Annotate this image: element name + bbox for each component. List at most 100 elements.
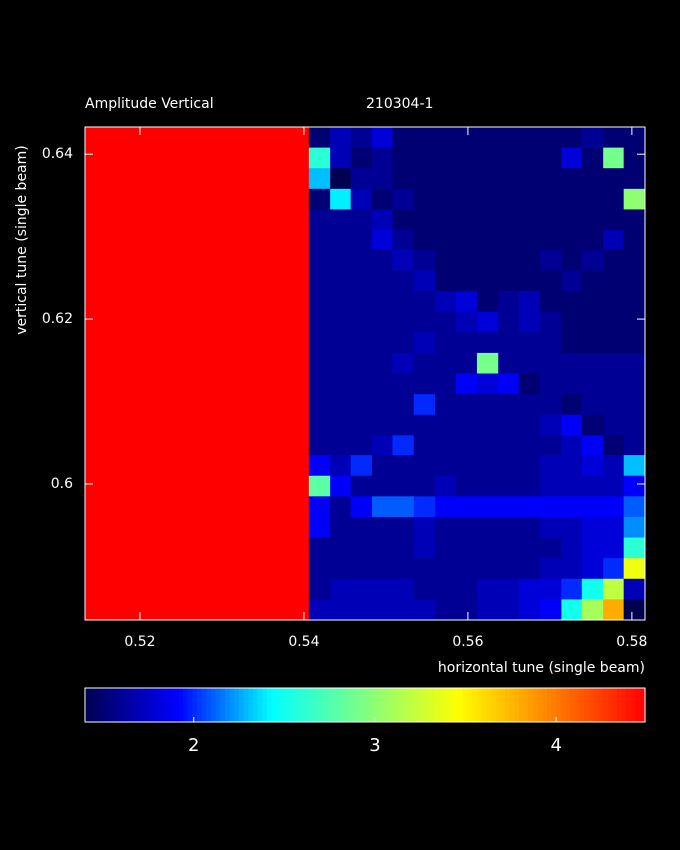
cell xyxy=(498,332,520,354)
cell xyxy=(476,537,499,559)
cell xyxy=(498,496,520,518)
x-tick-label: 0.52 xyxy=(124,634,155,650)
cell xyxy=(498,127,520,149)
colorbar-swatch xyxy=(341,688,347,722)
colorbar-swatch xyxy=(313,688,319,722)
cell xyxy=(330,496,352,518)
cell xyxy=(435,270,457,292)
cell xyxy=(581,578,604,600)
cell xyxy=(330,558,352,580)
cell xyxy=(561,373,583,395)
cell xyxy=(350,516,373,539)
cell xyxy=(455,311,478,333)
cell xyxy=(623,209,646,231)
colorbar-swatch xyxy=(514,688,520,722)
cell xyxy=(308,435,331,456)
cell xyxy=(435,516,457,539)
cell xyxy=(371,496,393,518)
cell xyxy=(603,496,625,518)
colorbar-swatch xyxy=(449,688,455,722)
cell xyxy=(435,147,457,169)
cell xyxy=(561,352,583,374)
cell xyxy=(435,188,457,210)
cell xyxy=(330,475,352,497)
cell xyxy=(392,270,415,292)
cell xyxy=(435,578,457,600)
cell xyxy=(581,270,604,292)
cell xyxy=(308,475,331,497)
cell xyxy=(435,332,457,354)
cell xyxy=(455,332,478,354)
colorbar-tick-label: 2 xyxy=(188,735,199,756)
cell xyxy=(85,270,310,292)
cell xyxy=(85,394,310,416)
cell xyxy=(413,537,436,559)
cell xyxy=(581,332,604,354)
colorbar-swatch xyxy=(593,688,599,722)
cell xyxy=(392,516,415,539)
colorbar-swatch xyxy=(607,688,613,722)
cell xyxy=(561,188,583,210)
colorbar-swatch xyxy=(621,688,627,722)
cell xyxy=(623,475,646,497)
cell xyxy=(455,291,478,313)
colorbar-swatch xyxy=(323,688,329,722)
colorbar-swatch xyxy=(603,688,609,722)
cell xyxy=(413,147,436,169)
cell xyxy=(476,435,499,456)
cell xyxy=(85,127,310,149)
cell xyxy=(392,230,415,251)
colorbar-swatch xyxy=(500,688,506,722)
colorbar-swatch xyxy=(402,688,408,722)
colorbar-swatch xyxy=(551,688,557,722)
cell xyxy=(603,394,625,416)
colorbar-swatch xyxy=(169,688,175,722)
cell xyxy=(455,188,478,210)
cell xyxy=(603,230,625,251)
colorbar-swatch xyxy=(220,688,226,722)
cell xyxy=(371,537,393,559)
cell xyxy=(392,496,415,518)
cell xyxy=(561,230,583,251)
cell xyxy=(435,230,457,251)
cell xyxy=(498,475,520,497)
colorbar-swatch xyxy=(295,688,301,722)
colorbar-swatch xyxy=(612,688,618,722)
cell xyxy=(581,475,604,497)
cell xyxy=(623,147,646,169)
cell xyxy=(435,291,457,313)
colorbar-swatch xyxy=(243,688,249,722)
colorbar-swatch xyxy=(472,688,478,722)
cell xyxy=(413,291,436,313)
cell xyxy=(455,475,478,497)
cell xyxy=(476,270,499,292)
colorbar-swatch xyxy=(248,688,254,722)
cell xyxy=(392,435,415,456)
colorbar-swatch xyxy=(309,688,315,722)
cell xyxy=(476,414,499,436)
colorbar-swatch xyxy=(570,688,576,722)
cell xyxy=(623,578,646,600)
cell xyxy=(330,455,352,477)
cell xyxy=(581,435,604,456)
cell xyxy=(371,270,393,292)
cell xyxy=(540,516,562,539)
cell xyxy=(85,311,310,333)
cell xyxy=(413,168,436,190)
cell xyxy=(455,209,478,231)
cell xyxy=(518,270,541,292)
cell xyxy=(603,558,625,580)
cell xyxy=(561,435,583,456)
colorbar-frame xyxy=(84,687,646,723)
cell xyxy=(476,475,499,497)
cell xyxy=(371,127,393,149)
cell xyxy=(540,209,562,231)
cell xyxy=(476,558,499,580)
colorbar-swatch xyxy=(626,688,632,722)
colorbar-swatch xyxy=(355,688,361,722)
cell xyxy=(330,127,352,149)
cell xyxy=(413,516,436,539)
cell xyxy=(540,249,562,271)
colorbar-swatch xyxy=(561,688,567,722)
cell xyxy=(308,291,331,313)
